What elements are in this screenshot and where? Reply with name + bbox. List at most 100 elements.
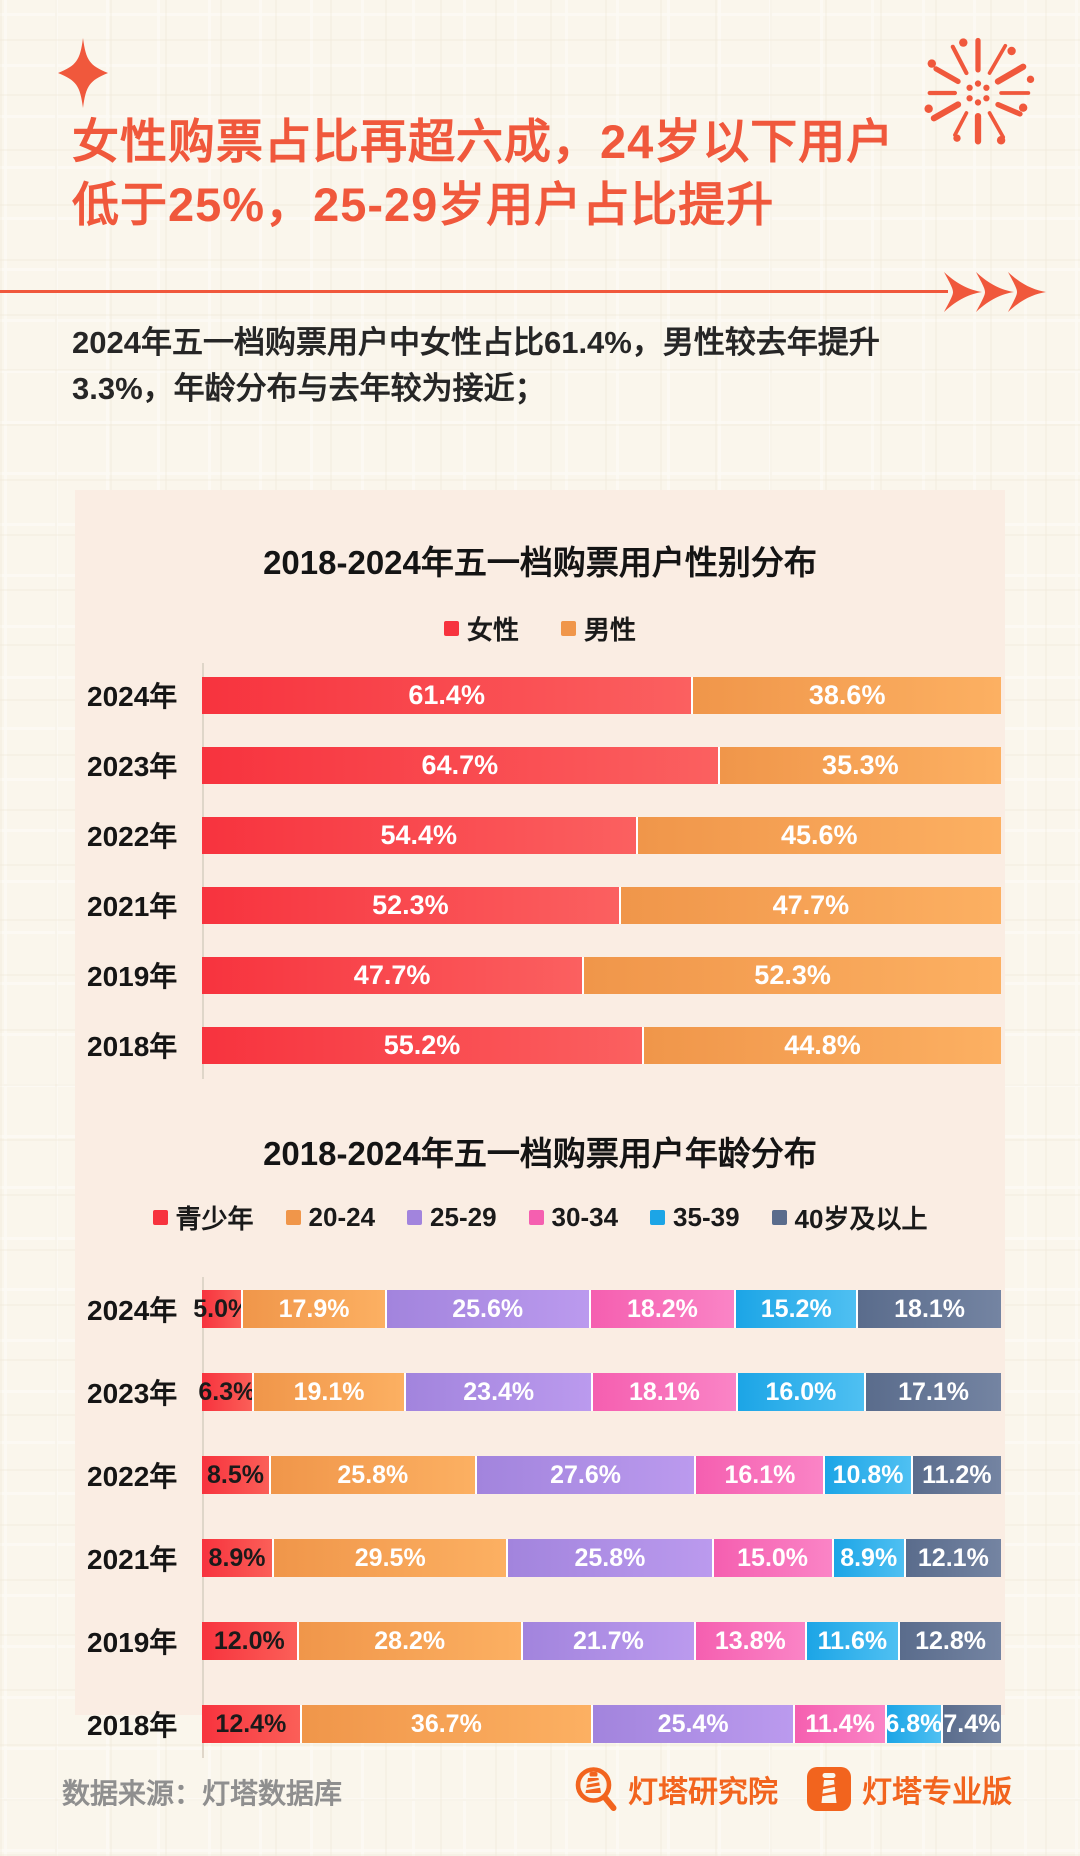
bar-value-label: 25.8% [337,1460,409,1489]
bar-segment-女性: 55.2% [202,1026,642,1064]
bar-value-label: 5.0% [193,1294,251,1323]
bar-value-label: 27.6% [550,1460,621,1489]
legend-item: 40岁及以上 [771,1199,928,1236]
legend-swatch [771,1210,787,1225]
bar-segment-青少年: 5.0% [193,1290,250,1328]
title-line-2: 低于25%，25-29岁用户占比提升 [72,178,775,231]
legend-item: 女性 [443,610,519,647]
bar-segment-青少年: 8.5% [202,1456,270,1494]
legend-label: 40岁及以上 [794,1204,928,1234]
bar-segment-35-39: 11.6% [804,1622,899,1660]
bar-segment-女性: 47.7% [202,956,583,994]
age-chart-title: 2018-2024年五一档购票用户年龄分布 [263,1135,817,1172]
bar-value-label: 7.4% [943,1709,1001,1738]
legend-item: 青少年 [152,1199,254,1236]
bar-segment-男性: 35.3% [717,746,1001,784]
legend-label: 青少年 [175,1204,254,1234]
bar-segment-35-39: 6.8% [885,1705,942,1743]
bar-segment-女性: 64.7% [202,746,718,784]
bar-value-label: 35.3% [822,749,899,780]
category-label: 2023年 [87,751,178,782]
bar-segment-女性: 52.3% [202,886,619,924]
bar-segment-青少年: 12.0% [202,1622,297,1660]
bar-segment-40岁及以上: 18.1% [856,1290,1001,1328]
category-label: 2021年 [87,891,178,922]
bar-segment-25-29: 27.6% [474,1456,695,1494]
bar-value-label: 17.9% [278,1294,350,1323]
bar-segment-30-34: 11.4% [793,1705,886,1743]
bar-track: 52.3% 47.7% [202,886,1001,924]
bar-segment-25-29: 21.7% [520,1622,694,1660]
subtitle-line-2: 3.3%，年龄分布与去年较为接近； [72,371,546,406]
bar-row: 2019年 12.0% 28.2% 21.7% 13.8% 11.6% 12.8% [75,1621,1005,1661]
charts-card: 2018-2024年五一档购票用户性别分布 女性 男性 2024年 61.4% 38.… [75,490,1005,1758]
category-label: 2021年 [87,1544,178,1575]
bar-value-label: 18.2% [627,1294,698,1323]
age-chart-legend: 青少年 20-24 25-29 30-34 35-39 40岁及以上 [75,1199,1005,1236]
bar-value-label: 64.7% [421,749,499,780]
legend-label: 20-24 [308,1202,376,1232]
bar-track: 55.2% 44.8% [202,1026,1001,1064]
bar-value-label: 11.6% [817,1626,888,1655]
bar-row: 2022年 8.5% 25.8% 27.6% 16.1% 10.8% 11.2% [75,1455,1005,1495]
legend-swatch [407,1210,423,1225]
bar-segment-35-39: 16.0% [735,1373,865,1411]
legend-item: 25-29 [407,1202,497,1233]
legend-label: 男性 [584,615,637,645]
bar-value-label: 25.4% [657,1709,729,1738]
bar-value-label: 8.9% [840,1543,898,1572]
bar-value-label: 36.7% [410,1709,482,1738]
bar-track: 6.3% 19.1% 23.4% 18.1% 16.0% 17.1% [198,1373,1001,1411]
bar-value-label: 45.6% [781,819,858,850]
gender-chart-legend: 女性 男性 [75,610,1005,647]
bar-value-label: 6.3% [198,1377,256,1406]
bar-segment-30-34: 15.0% [711,1539,832,1577]
bar-segment-35-39: 8.9% [831,1539,904,1577]
bar-track: 64.7% 35.3% [202,746,1001,784]
bar-segment-40岁及以上: 12.1% [903,1539,1001,1577]
bar-segment-35-39: 15.2% [734,1290,857,1328]
bar-segment-30-34: 13.8% [693,1622,805,1660]
lighthouse-pro-logo-icon [807,1767,851,1811]
bar-value-label: 29.5% [354,1543,426,1572]
bar-segment-40岁及以上: 17.1% [864,1373,1001,1411]
bar-segment-青少年: 8.9% [202,1539,273,1577]
bar-value-label: 12.8% [915,1626,986,1655]
bar-value-label: 11.2% [922,1460,992,1489]
bar-segment-40岁及以上: 11.2% [910,1456,1002,1494]
bar-row: 2024年 5.0% 17.9% 25.6% 18.2% 15.2% 18.1% [75,1289,1005,1329]
brand-label: 灯塔专业版 [862,1776,1012,1809]
bar-segment-20-24: 36.7% [299,1705,592,1743]
bar-segment-男性: 38.6% [691,676,1001,714]
bar-track: 12.4% 36.7% 25.4% 11.4% 6.8% 7.4% [202,1705,1001,1743]
legend-swatch [443,621,459,636]
divider-line [0,290,948,293]
category-label: 2022年 [87,1461,178,1492]
bar-segment-25-29: 25.8% [506,1539,712,1577]
bar-segment-男性: 47.7% [618,886,1001,924]
bar-track: 12.0% 28.2% 21.7% 13.8% 11.6% 12.8% [202,1622,1001,1660]
bar-row: 2018年 12.4% 36.7% 25.4% 11.4% 6.8% 7.4% [75,1704,1005,1744]
gender-chart-title: 2018-2024年五一档购票用户性别分布 [263,544,817,581]
bar-value-label: 16.1% [724,1460,796,1489]
bar-track: 8.5% 25.8% 27.6% 16.1% 10.8% 11.2% [202,1456,1002,1494]
bar-segment-20-24: 28.2% [296,1622,521,1660]
brand-pro: 灯塔专业版 [806,1765,1012,1813]
bar-value-label: 13.8% [714,1626,786,1655]
bar-value-label: 61.4% [408,679,485,710]
bar-value-label: 38.6% [808,679,886,710]
bar-segment-男性: 52.3% [582,956,1001,994]
bar-value-label: 18.1% [894,1294,966,1323]
legend-label: 35-39 [673,1202,740,1232]
bar-value-label: 47.7% [353,959,431,990]
legend-item: 30-34 [528,1202,618,1233]
bar-value-label: 21.7% [572,1626,644,1655]
page-title: 女性购票占比再超六成，24岁以下用户 低于25%，25-29岁用户占比提升 [72,110,1022,236]
data-source-label: 数据来源：灯塔数据库 [62,1778,343,1809]
legend-item: 35-39 [650,1202,740,1233]
category-label: 2022年 [87,821,178,852]
bar-segment-女性: 54.4% [202,816,636,854]
bar-value-label: 18.1% [628,1377,700,1406]
bar-segment-男性: 44.8% [641,1026,1001,1064]
